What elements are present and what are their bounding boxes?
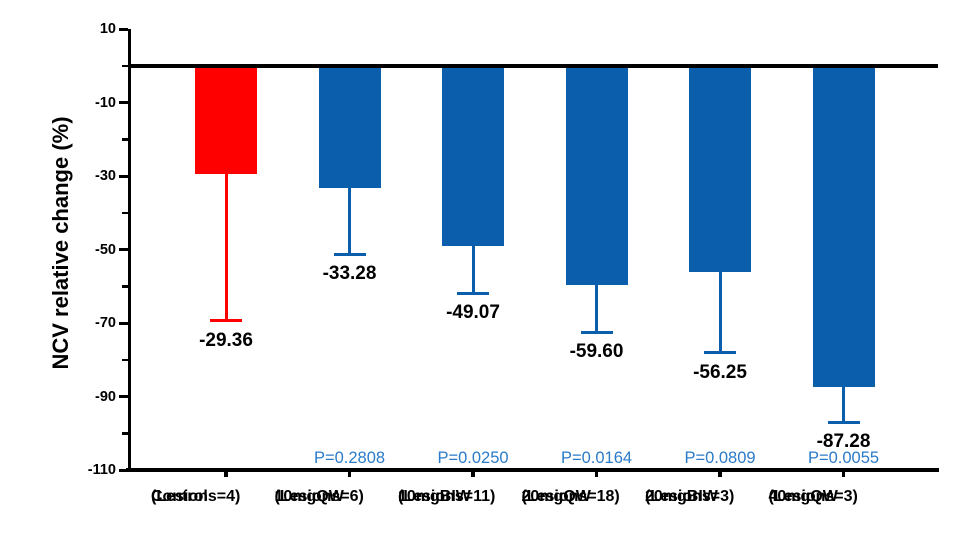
error-bar-cap-10mgBIW [457, 291, 489, 295]
category-lesions-count: (Lesions=11) [398, 488, 496, 505]
y-minor-tick [122, 285, 128, 288]
category-name: 20mgBIW [645, 488, 718, 505]
y-tick-label: -90 [95, 388, 116, 405]
category-lesions-count: (Lesions=6) [274, 488, 364, 505]
category-lesions-count: (Lesions=3) [645, 488, 735, 505]
bar-20mgBIW [689, 65, 751, 273]
y-tick-label: 10 [99, 21, 116, 37]
category-name: 10mgBIW [398, 488, 471, 505]
y-major-tick [119, 468, 128, 472]
bar-40mgQW [812, 65, 875, 387]
y-major-tick [119, 395, 128, 398]
p-value-label-40mgQW: P=0.0055 [807, 449, 880, 467]
category-lesions-count: (Lesions=18) [521, 488, 620, 505]
bar-10mgBIW [442, 65, 504, 247]
x-axis-line [126, 468, 939, 472]
error-bar-10mgQW [348, 188, 351, 255]
y-tick-label: -30 [95, 168, 116, 184]
error-bar-cap-20mgQW [580, 330, 613, 334]
error-bar-cap-10mgQW [333, 252, 366, 256]
y-minor-tick [122, 211, 128, 214]
value-label-Control: -29.36 [199, 329, 253, 351]
x-tick-10mgQW [347, 471, 352, 477]
y-major-tick [119, 174, 128, 178]
y-tick-label: -10 [95, 94, 116, 111]
y-major-tick [119, 248, 128, 251]
error-bar-10mgBIW [471, 246, 475, 294]
p-value-label-10mgBIW: P=0.0250 [437, 449, 509, 467]
category-name: Control [151, 488, 208, 505]
y-minor-tick [122, 432, 128, 435]
zero-line [128, 64, 938, 68]
y-tick-label: -70 [95, 315, 116, 331]
error-bar-cap-40mgQW [827, 420, 860, 424]
value-label-10mgQW: -33.28 [322, 263, 377, 285]
p-value-label-20mgBIW: P=0.0809 [684, 449, 756, 467]
error-bar-Control [224, 173, 228, 321]
category-lesions-count: (Lesions=4) [151, 488, 241, 505]
category-name: 40mgQW [768, 488, 838, 505]
y-major-tick [119, 321, 128, 325]
value-label-10mgBIW: -49.07 [446, 302, 500, 324]
category-lesions-count: (Lesions=3) [768, 488, 858, 505]
y-major-tick [119, 27, 128, 31]
error-bar-20mgQW [595, 284, 598, 333]
category-name: 10mgQW [274, 488, 344, 505]
y-major-tick [119, 101, 128, 104]
error-bar-40mgQW [842, 386, 845, 423]
bar-20mgQW [565, 65, 628, 285]
category-name: 20mgQW [521, 488, 591, 505]
x-tick-10mgBIW [471, 471, 475, 477]
y-minor-tick [122, 64, 128, 67]
value-label-20mgBIW: -56.25 [693, 361, 747, 383]
value-label-20mgQW: -59.60 [569, 341, 624, 363]
x-tick-20mgQW [594, 471, 599, 477]
y-tick-label: -50 [95, 241, 116, 258]
x-tick-Control [224, 471, 228, 477]
value-label-40mgQW: -87.28 [816, 431, 871, 453]
error-bar-cap-Control [210, 319, 242, 323]
x-tick-40mgQW [841, 471, 846, 477]
y-minor-tick [122, 358, 128, 361]
y-tick-label: -110 [87, 462, 116, 478]
p-value-label-10mgQW: P=0.2808 [313, 449, 386, 467]
y-axis-line [128, 29, 131, 472]
bar-Control [195, 65, 257, 174]
error-bar-20mgBIW [718, 272, 722, 353]
x-tick-20mgBIW [718, 471, 722, 477]
y-minor-tick [122, 138, 128, 141]
p-value-label-20mgQW: P=0.0164 [560, 449, 633, 467]
error-bar-cap-20mgBIW [704, 351, 736, 355]
bar-10mgQW [318, 65, 381, 189]
